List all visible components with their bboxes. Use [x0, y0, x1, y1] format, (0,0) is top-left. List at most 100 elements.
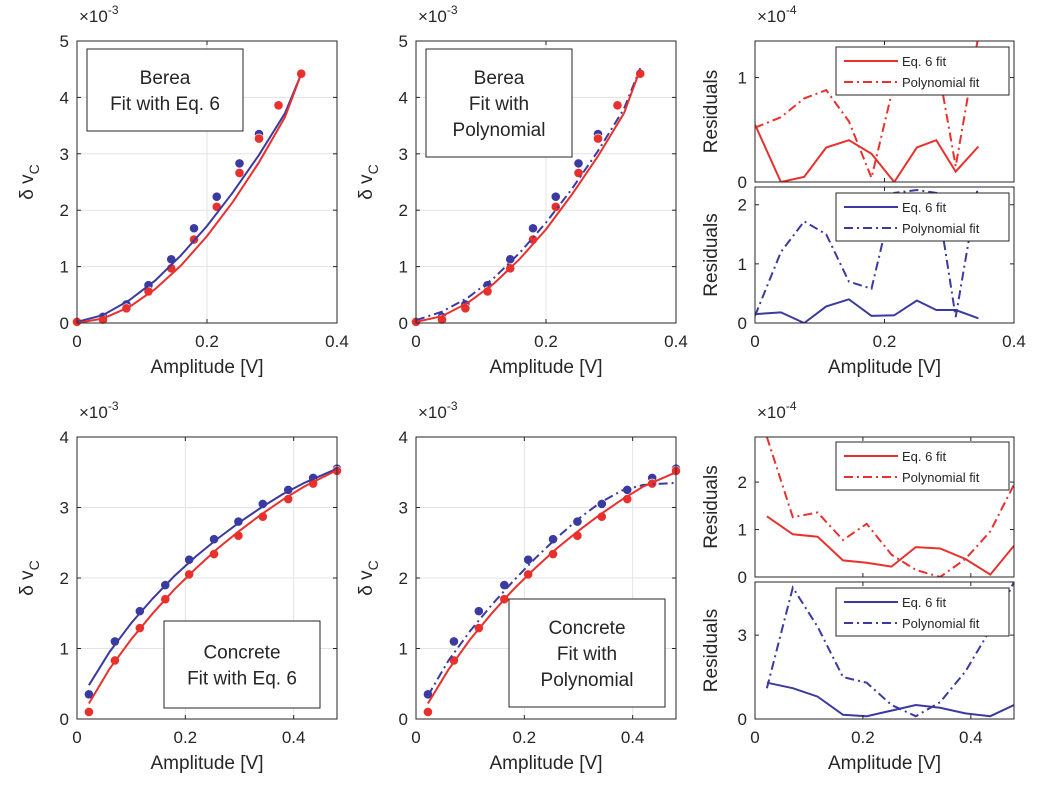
axis-exponent-power: -4	[786, 3, 797, 17]
series-blue-point	[548, 534, 558, 545]
y-tick-label: 3	[60, 499, 69, 518]
axis-exponent: ×10-4	[757, 3, 797, 26]
x-tick-label: 0	[72, 728, 81, 747]
y-tick-label: 1	[738, 521, 747, 540]
y-axis-label-main: δ v	[17, 570, 38, 596]
annotation-box	[163, 620, 321, 709]
axis-exponent-base: ×10	[757, 403, 786, 422]
x-tick-label: 0.2	[513, 728, 537, 747]
residual-panel: 0 1 2 Residuals Eq. 6 fit Polynomial fit 0 0.2 0…	[701, 186, 1026, 378]
y-axis-label: δ vC	[17, 164, 42, 199]
series-blue-point	[473, 606, 484, 617]
series-red-line	[416, 68, 642, 323]
axis-exponent: ×10-4	[757, 399, 797, 422]
series-red-line	[765, 437, 1014, 577]
annotation-line: Concrete	[548, 618, 625, 639]
series-red-point	[84, 707, 94, 717]
series-blue-point	[528, 223, 538, 234]
legend-label: Polynomial fit	[902, 470, 980, 485]
x-tick-label: 0.4	[959, 728, 983, 747]
annotation-line: Fit with Eq. 6	[110, 94, 220, 115]
y-tick-label: 5	[60, 32, 69, 51]
y-tick-label: 4	[399, 88, 408, 107]
x-axis-label: Amplitude [V]	[828, 357, 941, 378]
series-blue-line	[766, 681, 1014, 718]
series-blue-point	[572, 516, 583, 527]
annotation-line: Fit with Eq. 6	[187, 669, 297, 690]
legend-box	[835, 441, 1010, 491]
axis-exponent-base: ×10	[757, 7, 786, 26]
y-tick-label: 0	[399, 710, 408, 729]
series-red-line	[88, 469, 337, 705]
x-tick-label: 0.4	[325, 332, 349, 351]
annotation-line: Polynomial	[541, 670, 634, 691]
annotation-line: Berea	[474, 68, 525, 89]
x-tick-label: 0.2	[195, 332, 219, 351]
y-tick-label: 5	[399, 32, 408, 51]
series-blue-point	[134, 606, 145, 617]
y-tick-label: 1	[60, 640, 69, 659]
annotation-line: Berea	[140, 68, 191, 89]
x-tick-label: 0.2	[174, 728, 198, 747]
axis-exponent-base: ×10	[79, 7, 108, 26]
x-axis-label: Amplitude [V]	[490, 357, 603, 378]
y-tick-label: 1	[738, 69, 747, 88]
y-axis-label-sub: C	[26, 164, 42, 174]
series-blue-line	[88, 467, 337, 686]
y-axis-label-sub: C	[365, 164, 381, 174]
legend-label: Polynomial fit	[902, 75, 980, 90]
series-red-line	[755, 124, 980, 182]
axis-exponent-base: ×10	[418, 7, 447, 26]
y-tick-label: 0	[738, 314, 747, 333]
axis-exponent-power: -3	[108, 3, 119, 17]
residual-panel: 0 3 Residuals Eq. 6 fit Polynomial fit 0 0.2 0.…	[701, 581, 1015, 774]
axis-exponent-base: ×10	[79, 403, 108, 422]
y-tick-label: 2	[60, 569, 69, 588]
legend-box	[835, 46, 1010, 96]
y-axis-label: δ vC	[356, 560, 381, 595]
y-axis-label-sub: C	[26, 560, 42, 570]
y-tick-label: 2	[60, 201, 69, 220]
series-blue-line	[77, 73, 303, 323]
x-tick-label: 0.2	[851, 728, 875, 747]
y-axis-label: Residuals	[701, 213, 722, 296]
series-blue-line	[755, 187, 979, 318]
y-axis-label-main: δ v	[356, 570, 377, 596]
chart-concrete_eq6: 0 0.2 0.4 0 1 2 3 4 Amplitude [V] δ vC ×10-3 Concre…	[17, 399, 342, 774]
series-blue-line	[427, 481, 676, 697]
y-axis-label-main: δ v	[17, 174, 38, 200]
legend-box	[835, 192, 1010, 242]
chart-concrete_poly: 0 0.2 0.4 0 1 2 3 4 Amplitude [V] δ vC ×10-3 Concre…	[356, 399, 681, 774]
series-blue-point	[209, 534, 219, 545]
x-axis-label: Amplitude [V]	[490, 753, 603, 774]
y-tick-label: 2	[399, 201, 408, 220]
axis-exponent: ×10-3	[79, 3, 119, 26]
series-red-line	[77, 73, 303, 323]
series-red-point	[548, 549, 558, 559]
y-tick-label: 2	[399, 569, 408, 588]
series-red-line	[766, 515, 1014, 576]
y-tick-label: 0	[738, 173, 747, 192]
y-tick-label: 1	[60, 258, 69, 277]
x-tick-label: 0.2	[873, 332, 897, 351]
y-tick-label: 0	[60, 710, 69, 729]
axis-exponent-power: -3	[108, 399, 119, 413]
y-axis-label: Residuals	[701, 609, 722, 692]
y-tick-label: 0	[738, 568, 747, 587]
y-tick-label: 4	[60, 88, 69, 107]
annotation-box	[86, 48, 244, 132]
chart-berea_poly: 0 0.2 0.4 0 1 2 3 4 5 Amplitude [V] δ vC ×10-3 Berea…	[356, 3, 688, 378]
series-blue-point	[573, 158, 584, 169]
series-red-point	[612, 100, 623, 111]
x-axis-label: Amplitude [V]	[828, 753, 941, 774]
x-tick-label: 0.2	[534, 332, 558, 351]
axes-box	[754, 436, 1015, 578]
legend-label: Eq. 6 fit	[902, 595, 946, 610]
y-tick-label: 2	[738, 473, 747, 492]
series-blue-line	[755, 298, 979, 323]
annotation-box	[425, 48, 573, 158]
y-tick-label: 0	[738, 710, 747, 729]
annotation-box	[508, 598, 666, 708]
